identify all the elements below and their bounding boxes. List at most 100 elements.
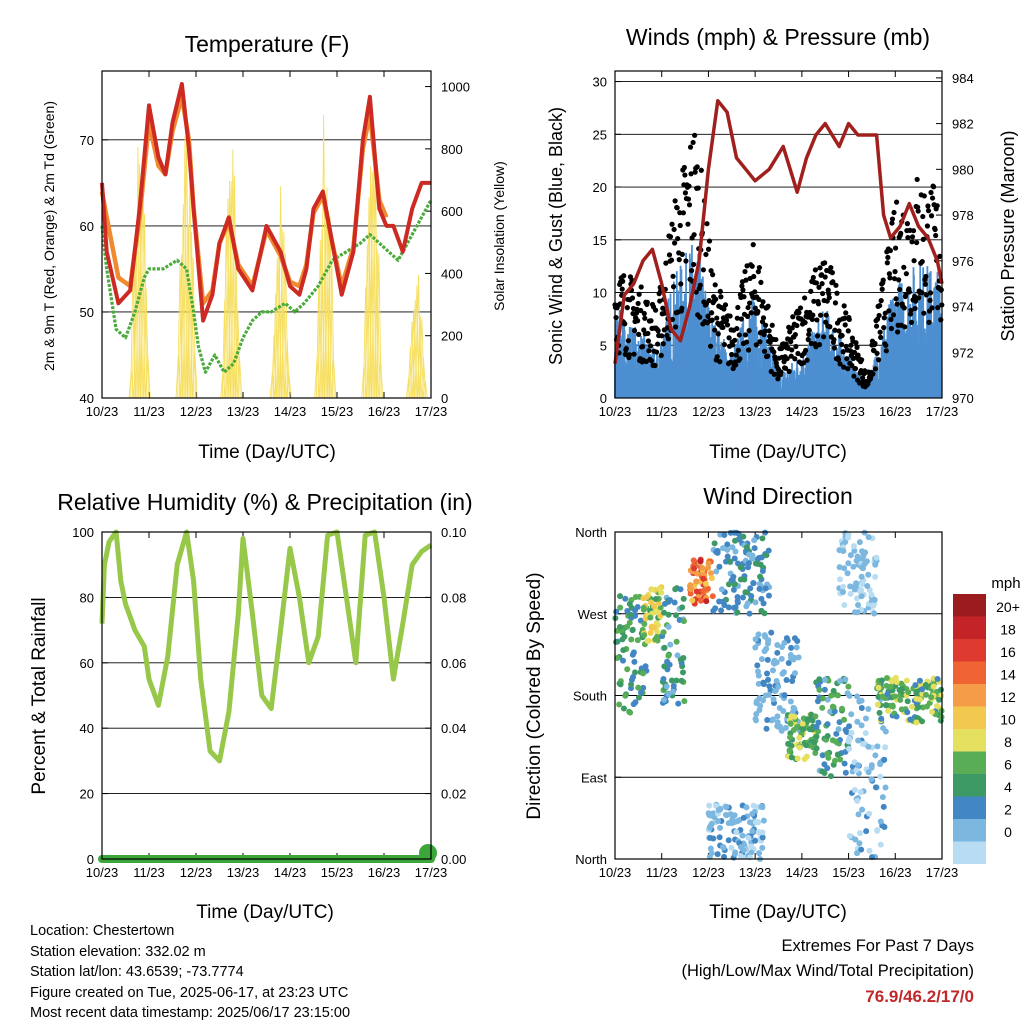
winds-ytick-label: 5 [600,338,607,353]
direction-point [872,573,879,580]
gust-point [714,354,720,360]
direction-point [824,732,831,739]
legend-label: 10 [1000,712,1016,728]
direction-point [833,730,840,737]
direction-point [882,784,889,791]
humidity-xtick-label: 16/23 [368,865,401,880]
gust-point [717,288,723,294]
gust-point [888,325,895,332]
gust-point [638,284,644,290]
direction-point [774,713,781,720]
direction-point [913,689,920,696]
legend-swatch [953,616,986,639]
direction-point [643,594,650,601]
gust-point [708,268,714,274]
gust-point [698,167,704,173]
gust-point [762,322,769,328]
direction-point [874,827,881,834]
direction-point [630,673,637,680]
gust-point [710,272,716,278]
direction-point [723,812,730,819]
gust-point [686,183,692,189]
direction-point [872,561,879,568]
gust-point [823,319,829,325]
temperature-y2tick-label: 600 [441,204,463,219]
gust-point [663,260,669,266]
direction-xtick-label: 16/23 [879,865,912,880]
temperature-xtick-label: 11/23 [133,404,165,419]
winds-data-layer [612,98,945,398]
solar-insolation-line [230,149,236,399]
direction-point [758,595,765,602]
gust-point [732,337,738,343]
gust-point [854,344,860,350]
winds-y2tick-label: 970 [952,391,974,406]
direction-point [737,852,744,859]
winds-xtick-label: 14/23 [786,404,819,419]
gust-point [885,254,891,261]
direction-point [716,563,723,570]
direction-ytick-label: North [575,525,607,540]
direction-point [836,576,843,583]
direction-xtick-label: 17/23 [926,865,959,880]
direction-point [733,829,740,836]
direction-point [702,580,709,587]
gust-point [835,357,842,363]
legend-swatch [953,729,986,752]
direction-point [854,693,861,700]
gust-point [703,251,709,258]
direction-point [851,787,858,794]
gust-point [933,232,939,239]
direction-point [743,804,750,811]
gust-point [905,234,911,241]
precip-end-marker [419,844,437,862]
direction-point [919,718,926,725]
temperature-frame [101,70,432,399]
humidity-xlabel: Time (Day/UTC) [196,902,334,923]
direction-point [627,709,634,716]
direction-point [859,581,866,588]
direction-point [796,734,803,741]
gust-point [823,312,829,318]
gust-point [934,203,940,209]
gust-point [645,338,652,344]
winds-title: Winds (mph) & Pressure (mb) [626,24,930,50]
winds-y2tick-label: 974 [952,300,974,315]
gust-point [660,305,666,311]
gust-point [671,226,677,233]
direction-point [828,692,835,699]
direction-point [746,819,753,826]
gust-point [878,334,884,340]
direction-point [728,844,735,851]
gust-point [909,234,916,240]
direction-point [856,698,863,705]
direction-point [799,720,806,727]
gust-point [884,260,890,266]
direction-point [732,537,739,544]
direction-point [672,612,679,619]
temperature-xtick-label: 12/23 [180,404,213,419]
direction-point [752,560,759,567]
winds-xtick-label: 13/23 [739,404,772,419]
direction-point [803,753,810,760]
gust-point [819,290,826,297]
gust-point [759,303,765,309]
direction-point [752,636,759,643]
direction-point [708,850,715,857]
direction-point [845,534,852,541]
humidity-ytick-label: 80 [80,590,94,605]
direction-point [865,743,872,750]
gust-point [887,247,894,254]
direction-point [680,595,687,602]
gust-point [726,335,732,341]
gust-point [826,295,832,301]
solar-insolation-line [231,175,238,399]
direction-point [725,837,732,844]
direction-point [881,824,888,831]
direction-point [673,677,680,684]
direction-point [630,649,637,656]
direction-point [859,740,866,747]
direction-point [841,602,848,609]
direction-point [628,681,635,688]
direction-point [765,547,772,554]
